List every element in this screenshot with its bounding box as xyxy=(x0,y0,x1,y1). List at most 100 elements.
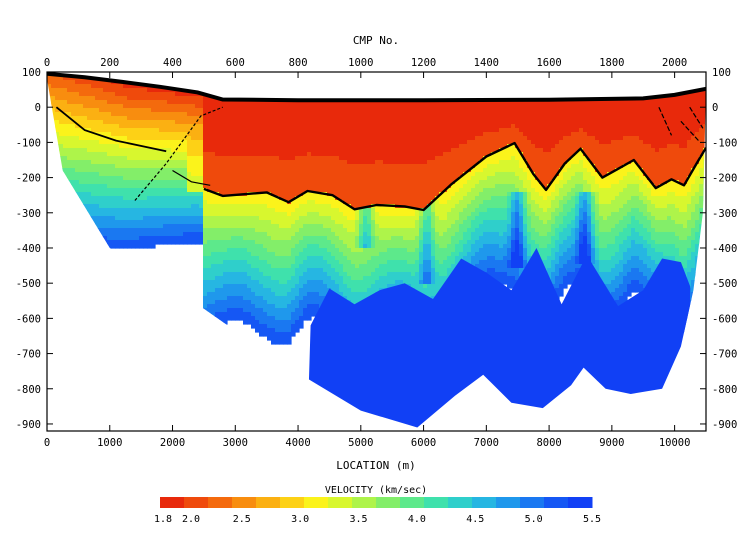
velocity-cell xyxy=(95,228,100,237)
velocity-cell xyxy=(315,236,320,245)
velocity-cell xyxy=(459,252,464,265)
velocity-cell xyxy=(271,280,276,293)
velocity-cell xyxy=(495,232,500,245)
velocity-cell xyxy=(367,288,372,301)
velocity-cell xyxy=(387,272,392,285)
velocity-cell xyxy=(411,208,416,217)
velocity-cell xyxy=(323,236,328,249)
velocity-cell xyxy=(607,172,612,189)
velocity-cell xyxy=(283,228,288,241)
velocity-cell xyxy=(639,73,644,141)
velocity-cell xyxy=(295,308,300,321)
velocity-cell xyxy=(423,73,428,165)
velocity-cell xyxy=(75,136,80,149)
velocity-cell xyxy=(283,160,288,201)
velocity-cell xyxy=(387,204,392,217)
velocity-cell xyxy=(487,132,492,157)
velocity-cell xyxy=(79,140,84,149)
velocity-cell xyxy=(99,164,104,177)
velocity-cell xyxy=(651,204,656,217)
velocity-cell xyxy=(95,172,100,185)
velocity-cell xyxy=(639,192,644,201)
velocity-cell xyxy=(647,188,652,201)
velocity-cell xyxy=(107,208,112,217)
velocity-cell xyxy=(703,188,706,201)
velocity-cell xyxy=(179,132,184,141)
velocity-cell xyxy=(491,152,496,165)
velocity-cell xyxy=(115,228,120,241)
velocity-cell xyxy=(495,220,500,233)
velocity-cell xyxy=(559,212,564,225)
velocity-cell xyxy=(339,200,344,213)
velocity-cell xyxy=(255,73,260,157)
velocity-cell xyxy=(59,136,64,145)
velocity-cell xyxy=(471,176,476,189)
velocity-cell xyxy=(663,196,668,209)
velocity-cell xyxy=(491,208,496,221)
velocity-cell xyxy=(355,164,360,209)
velocity-cell xyxy=(71,136,76,149)
velocity-cell xyxy=(255,320,260,333)
velocity-cell xyxy=(275,332,280,345)
cmp-tick-label: 800 xyxy=(289,57,308,69)
velocity-cell xyxy=(319,280,324,297)
velocity-cell xyxy=(531,73,536,145)
velocity-cell xyxy=(579,184,584,193)
velocity-cell xyxy=(283,256,288,269)
velocity-cell xyxy=(163,140,168,149)
velocity-cell xyxy=(427,160,432,205)
velocity-cell xyxy=(55,100,60,113)
velocity-cell xyxy=(59,100,64,113)
left-y-tick-label: -100 xyxy=(16,137,41,149)
velocity-cell xyxy=(411,73,416,165)
velocity-cell xyxy=(527,232,532,245)
velocity-cell xyxy=(127,188,132,201)
velocity-cell xyxy=(591,248,596,265)
velocity-cell xyxy=(599,216,604,233)
velocity-cell xyxy=(679,256,684,269)
velocity-cell xyxy=(103,124,108,133)
velocity-cell xyxy=(163,100,168,113)
velocity-cell xyxy=(391,228,396,237)
velocity-cell xyxy=(659,252,664,265)
velocity-cell xyxy=(63,236,68,249)
velocity-cell xyxy=(195,216,200,225)
velocity-cell xyxy=(295,208,300,221)
velocity-cell xyxy=(367,248,372,261)
velocity-cell xyxy=(691,136,696,169)
velocity-cell xyxy=(387,216,392,229)
velocity-cell xyxy=(571,272,576,285)
velocity-cell xyxy=(187,156,192,173)
velocity-cell xyxy=(347,232,352,249)
velocity-cell xyxy=(683,148,688,185)
velocity-cell xyxy=(383,204,388,217)
velocity-cell xyxy=(199,108,204,117)
velocity-cell xyxy=(71,204,76,217)
velocity-cell xyxy=(695,220,700,233)
velocity-cell xyxy=(631,268,636,281)
velocity-cell xyxy=(683,73,688,149)
velocity-cell xyxy=(207,280,212,293)
velocity-cell xyxy=(163,188,168,197)
velocity-cell xyxy=(47,144,52,157)
velocity-cell xyxy=(379,264,384,277)
velocity-cell xyxy=(195,96,200,109)
velocity-cell xyxy=(51,200,56,213)
velocity-cell xyxy=(575,184,580,193)
velocity-cell xyxy=(683,184,688,197)
velocity-cell xyxy=(459,240,464,253)
velocity-cell xyxy=(203,244,208,257)
velocity-cell xyxy=(347,288,352,301)
velocity-cell xyxy=(699,288,704,301)
velocity-cell xyxy=(111,164,116,177)
east-fault-line xyxy=(658,106,673,136)
velocity-cell xyxy=(175,132,180,141)
velocity-cell xyxy=(459,73,464,145)
velocity-cell xyxy=(163,224,168,237)
velocity-cell xyxy=(247,288,252,301)
velocity-cell xyxy=(443,248,448,261)
velocity-cell xyxy=(627,184,632,201)
velocity-cell xyxy=(479,248,484,261)
velocity-cell xyxy=(107,124,112,133)
velocity-cell xyxy=(255,256,260,269)
